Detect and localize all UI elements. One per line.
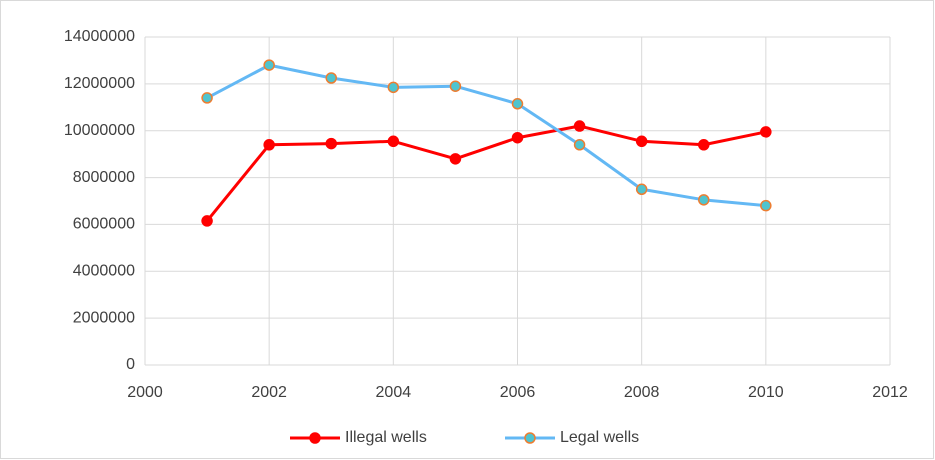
y-tick-label: 4000000	[73, 263, 135, 280]
x-tick-label: 2010	[748, 384, 784, 401]
x-tick-label: 2002	[251, 384, 287, 401]
x-tick-label: 2000	[127, 384, 163, 401]
data-point	[635, 183, 648, 196]
data-point	[449, 80, 462, 92]
data-point	[698, 139, 710, 151]
data-point	[325, 137, 337, 150]
series-line	[206, 63, 766, 208]
data-point	[760, 126, 772, 138]
data-point	[511, 98, 524, 110]
data-point	[263, 59, 275, 71]
y-tick-label: 10000000	[64, 122, 135, 139]
data-point	[387, 135, 400, 148]
y-tick-label: 14000000	[64, 28, 135, 45]
data-point	[511, 131, 524, 144]
legend-label: Illegal wells	[345, 429, 427, 446]
data-point	[449, 153, 462, 165]
data-point	[573, 120, 586, 132]
series-line	[205, 124, 767, 222]
y-tick-label: 8000000	[73, 169, 135, 186]
legend-marker	[309, 432, 321, 444]
legend-marker	[524, 432, 536, 444]
data-point	[201, 215, 213, 227]
y-tick-label: 2000000	[73, 309, 135, 326]
data-point	[387, 81, 400, 94]
data-point	[573, 139, 586, 151]
x-tick-label: 2006	[500, 384, 536, 401]
x-tick-label: 2004	[376, 384, 412, 401]
y-tick-label: 0	[126, 356, 135, 373]
y-tick-label: 12000000	[64, 75, 135, 92]
data-point	[201, 92, 213, 104]
data-point	[635, 135, 648, 148]
data-point	[698, 194, 710, 206]
data-point	[760, 199, 772, 212]
legend-label: Legal wells	[560, 429, 639, 446]
y-tick-label: 6000000	[73, 216, 135, 233]
x-tick-label: 2008	[624, 384, 660, 401]
x-tick-label: 2012	[872, 384, 908, 401]
data-point	[263, 139, 275, 151]
data-point	[325, 72, 337, 84]
